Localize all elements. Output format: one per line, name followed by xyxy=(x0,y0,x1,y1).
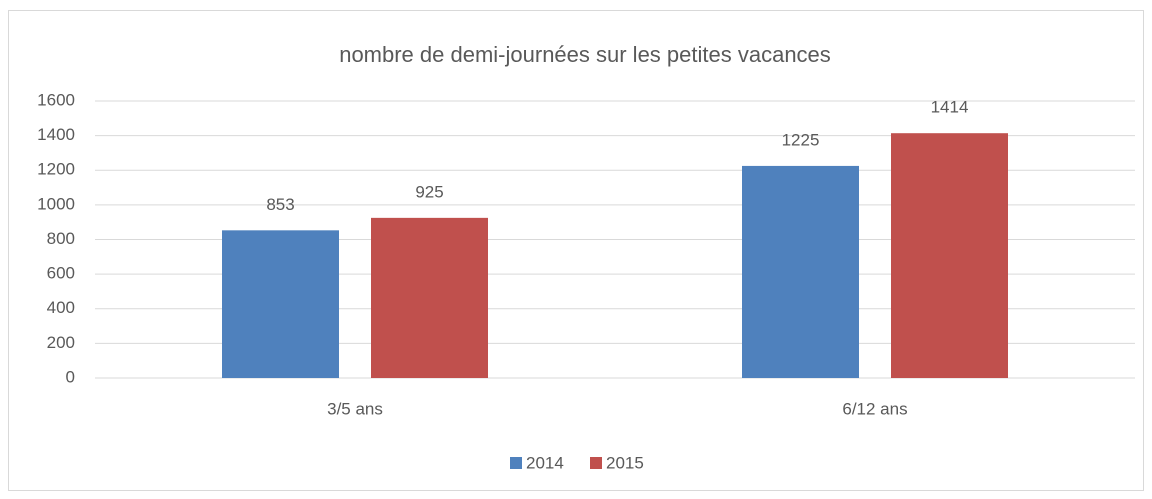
y-tick-label: 1400 xyxy=(37,125,75,144)
data-label: 1225 xyxy=(782,130,820,149)
bar xyxy=(891,133,1008,378)
bar xyxy=(371,217,488,378)
legend-label: 2015 xyxy=(606,453,644,472)
chart-title: nombre de demi-journées sur les petites … xyxy=(339,42,831,67)
data-label: 1414 xyxy=(931,98,969,117)
y-tick-label: 0 xyxy=(66,367,75,386)
y-tick-label: 400 xyxy=(47,298,75,317)
y-tick-label: 1600 xyxy=(37,90,75,109)
data-label: 853 xyxy=(266,195,294,214)
y-tick-label: 800 xyxy=(47,229,75,248)
y-tick-label: 1000 xyxy=(37,194,75,213)
legend-swatch xyxy=(510,457,522,469)
y-tick-label: 600 xyxy=(47,264,75,283)
legend-swatch xyxy=(590,457,602,469)
y-tick-label: 1200 xyxy=(37,160,75,179)
y-tick-label: 200 xyxy=(47,333,75,352)
bar xyxy=(742,165,859,378)
x-tick-label: 3/5 ans xyxy=(327,399,383,418)
data-label: 925 xyxy=(415,182,443,201)
legend-label: 2014 xyxy=(526,453,564,472)
x-tick-label: 6/12 ans xyxy=(842,399,907,418)
bar xyxy=(222,230,339,378)
